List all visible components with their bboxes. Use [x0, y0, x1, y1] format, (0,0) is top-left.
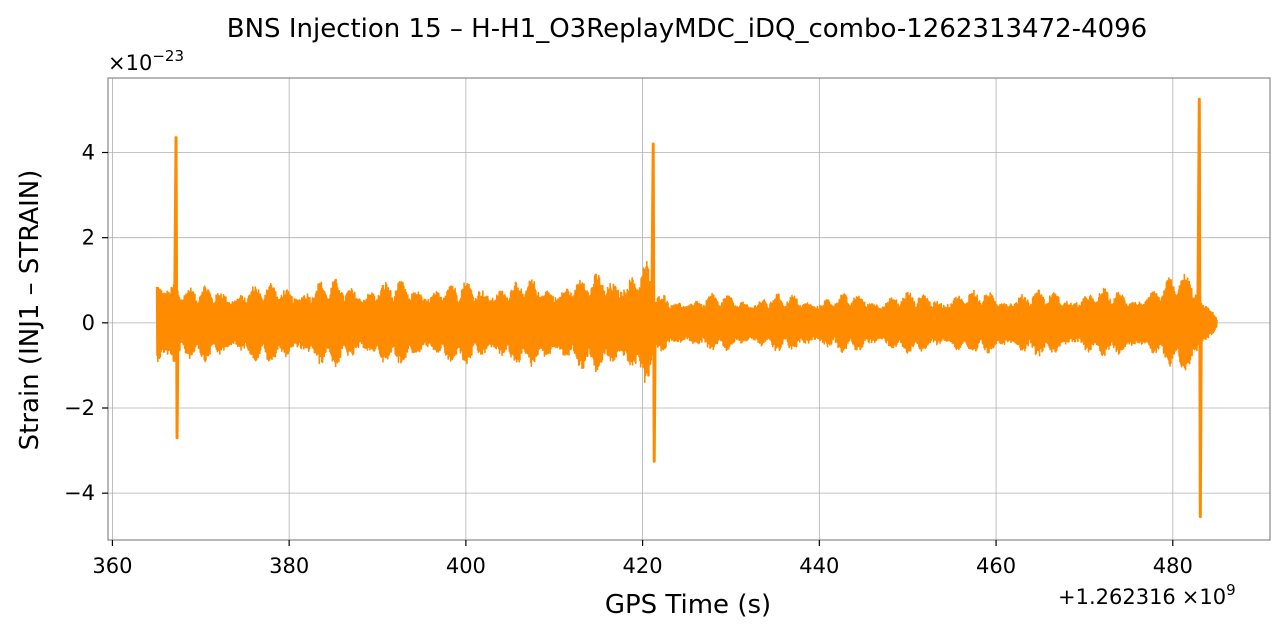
x-tick-label: 380 [269, 554, 309, 578]
axis-ticks: 360 380 400 420 440 460 480 −4 −2 0 2 4 [64, 141, 1193, 578]
x-tick-label: 480 [1153, 554, 1193, 578]
x-offset-prefix: +1.262316 [1058, 585, 1176, 609]
chart-title: BNS Injection 15 – H-H1_O3ReplayMDC_iDQ_… [227, 14, 1147, 44]
x-tick-label: 420 [623, 554, 663, 578]
y-axis-label: Strain (INJ1 – STRAIN) [15, 170, 45, 451]
x-axis-offset: +1.262316 ×109 [1058, 581, 1236, 609]
x-tick-label: 440 [799, 554, 839, 578]
strain-line [155, 260, 1218, 383]
x-offset-exponent: 9 [1226, 581, 1236, 599]
y-tick-label: 0 [82, 311, 95, 335]
y-tick-label: 2 [82, 226, 95, 250]
strain-spike [1196, 97, 1203, 519]
axes-frame [107, 77, 1271, 541]
y-multiplier-exponent: −23 [152, 47, 184, 65]
y-multiplier-base: ×10 [108, 51, 152, 75]
y-axis-multiplier: ×10−23 [108, 47, 184, 75]
x-tick-label: 400 [446, 554, 486, 578]
y-tick-label: −4 [64, 481, 95, 505]
strain-spike [173, 136, 180, 440]
series-strain [155, 97, 1218, 519]
x-offset-multiplier: ×10 [1182, 585, 1226, 609]
x-tick-label: 460 [976, 554, 1016, 578]
y-tick-label: 4 [82, 141, 95, 165]
y-tick-label: −2 [64, 396, 95, 420]
x-axis-label: GPS Time (s) [605, 590, 771, 620]
x-tick-label: 360 [92, 554, 132, 578]
strain-spike [650, 142, 657, 463]
